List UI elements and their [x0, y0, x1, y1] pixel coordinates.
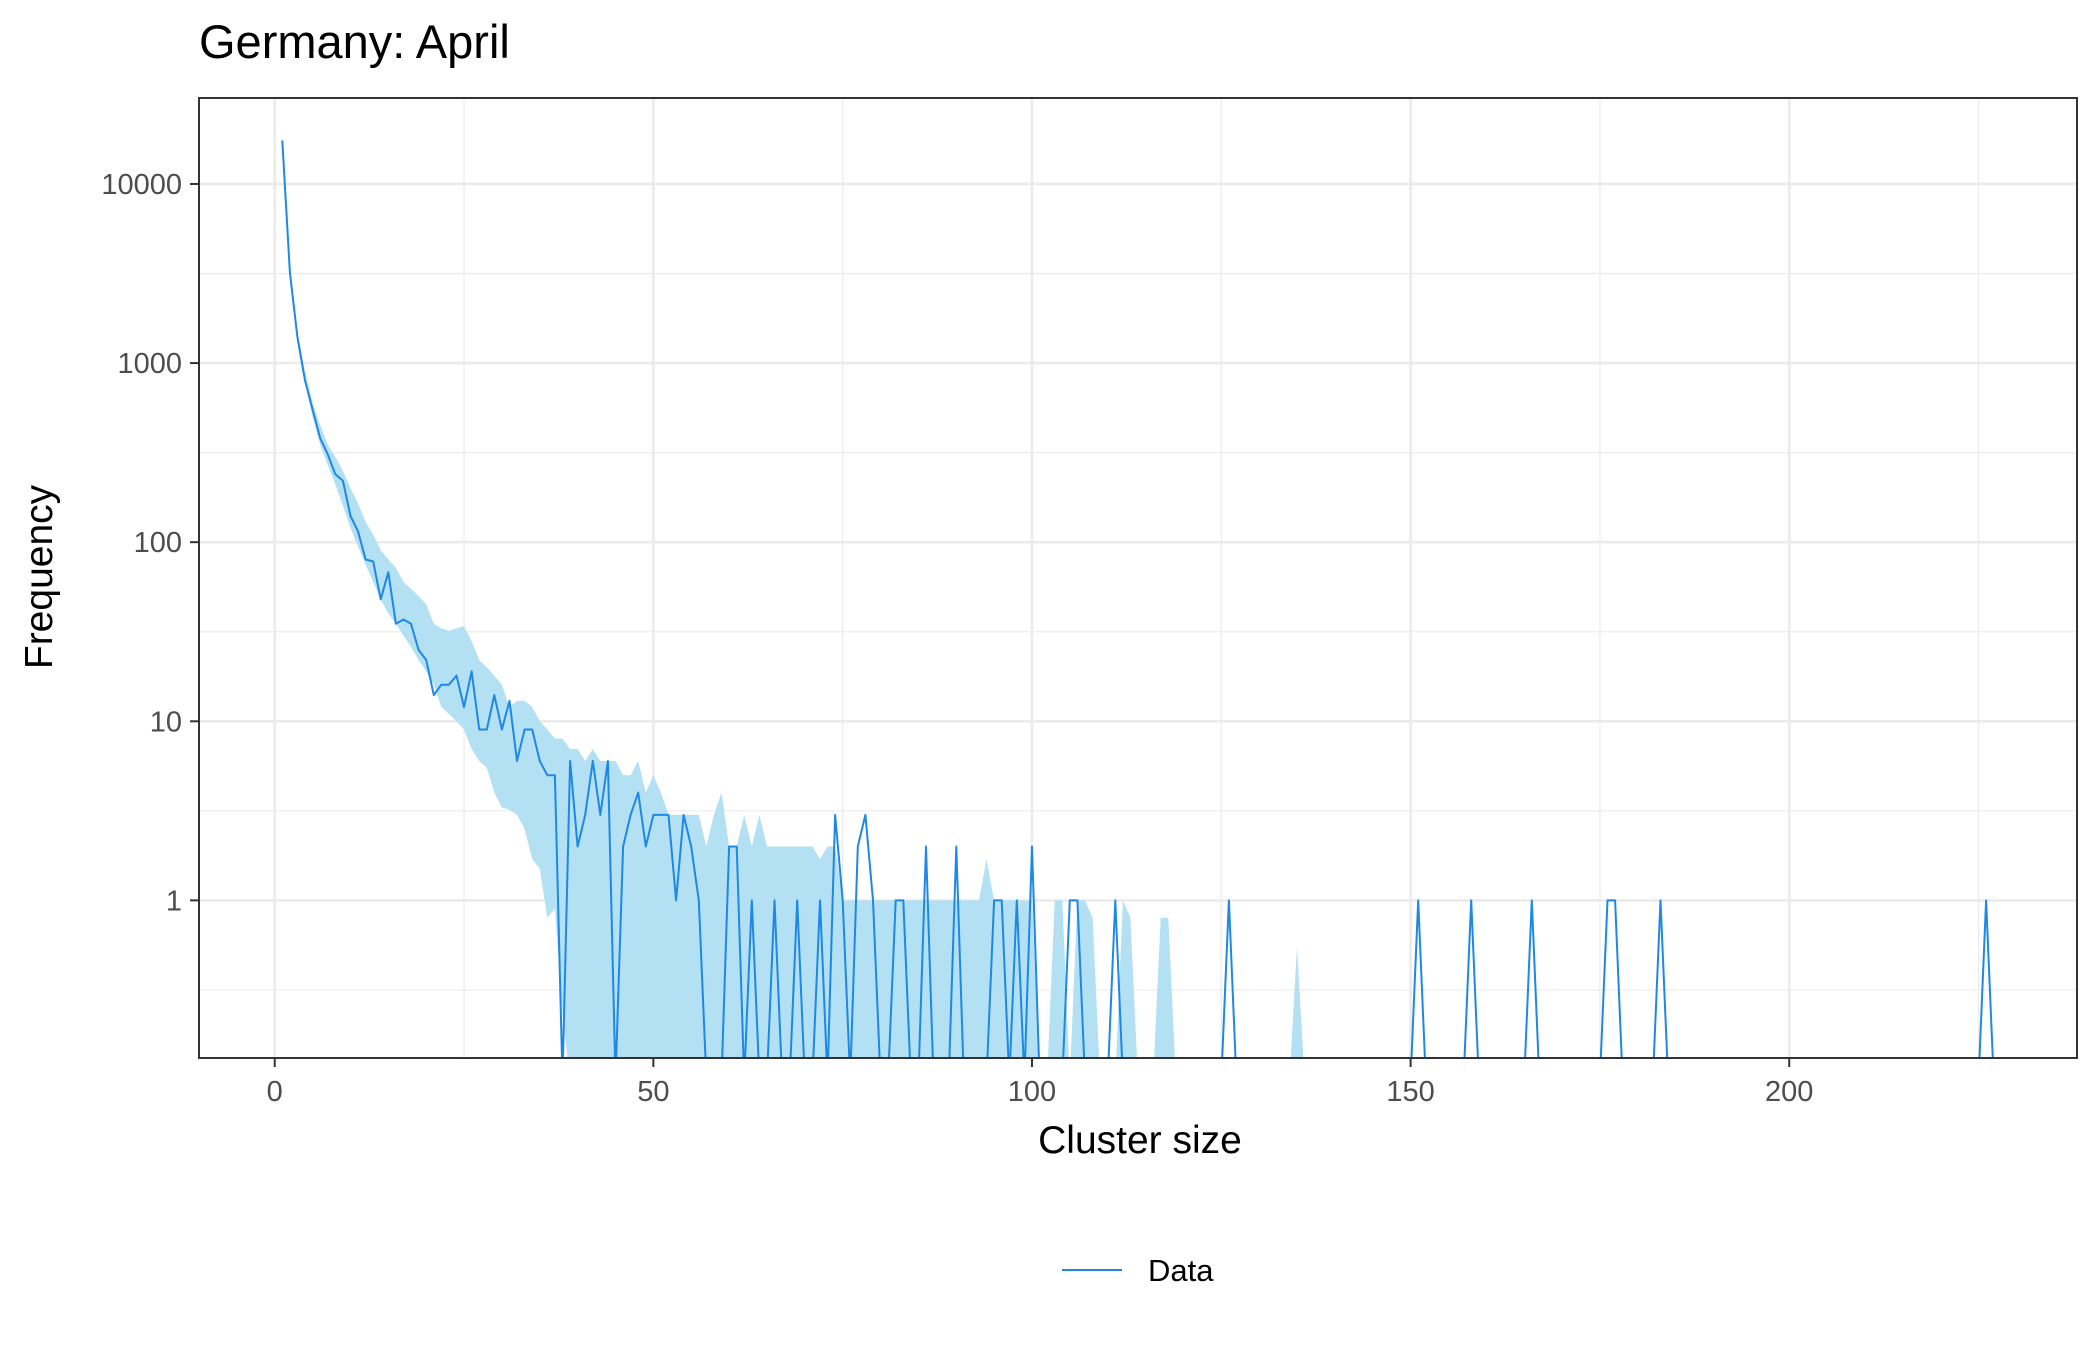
- chart-title: Germany: April: [199, 15, 510, 68]
- y-tick-label: 10000: [101, 169, 182, 201]
- x-axis-title: Cluster size: [1038, 1119, 1242, 1162]
- simulation-band: [282, 140, 1304, 1058]
- data-series: [281, 140, 1994, 1058]
- series-line-data: [281, 140, 1994, 1058]
- y-tick-label: 1: [166, 885, 182, 917]
- x-tick-label: 50: [637, 1076, 669, 1108]
- grid-lines: [199, 98, 2077, 1058]
- y-tick-label: 100: [134, 527, 182, 559]
- x-tick-label: 100: [1008, 1076, 1056, 1108]
- y-tick-label: 1000: [117, 348, 182, 380]
- x-tick-label: 200: [1765, 1076, 1813, 1108]
- legend-label-data: Data: [1148, 1253, 1214, 1288]
- panel-border: [198, 97, 2078, 1059]
- legend: Data: [1062, 1253, 1214, 1288]
- x-tick-label: 150: [1386, 1076, 1434, 1108]
- panel-background: [199, 98, 2077, 1058]
- plot-panel: [198, 97, 2078, 1059]
- y-axis-title: Frequency: [18, 484, 61, 669]
- y-tick-label: 10: [150, 706, 182, 738]
- x-axis: 0 50 100 150 200: [267, 1058, 1813, 1108]
- y-axis: 1 10 100 1000 10000: [101, 169, 199, 917]
- x-tick-label: 0: [267, 1076, 283, 1108]
- band-area: [282, 140, 1304, 1058]
